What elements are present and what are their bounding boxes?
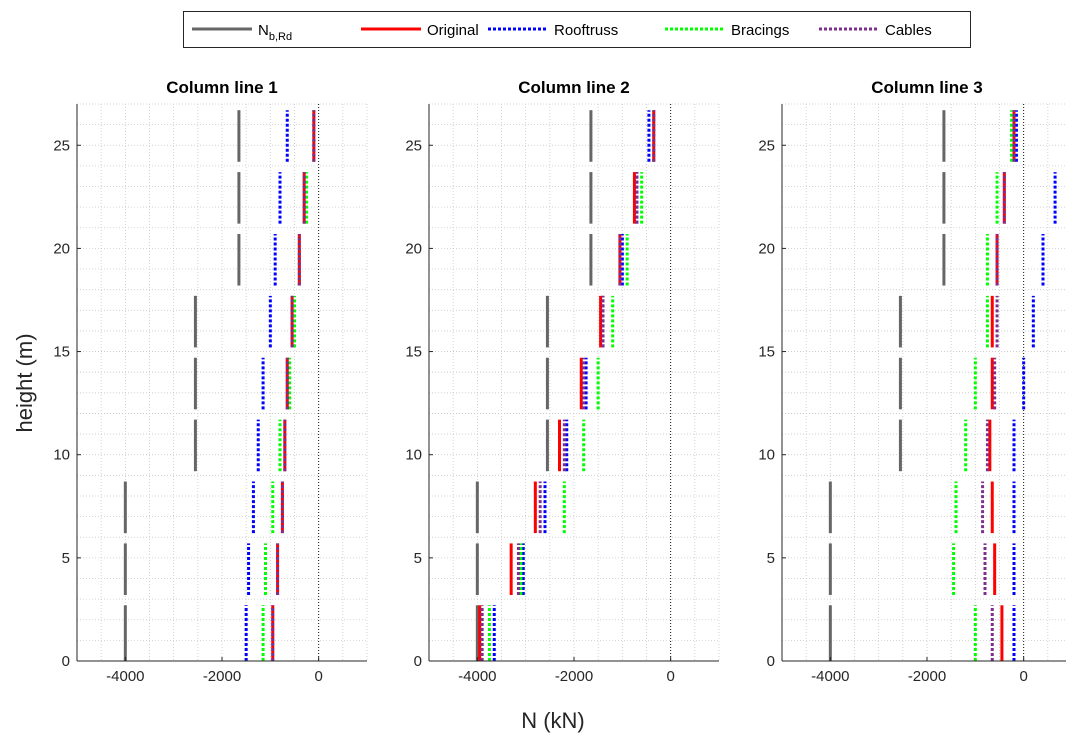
series-nbrd — [123, 110, 241, 661]
y-tick-label: 10 — [53, 447, 70, 464]
x-tick-label: 0 — [314, 668, 322, 685]
x-tick-label: -4000 — [458, 668, 496, 685]
y-tick-label: 25 — [53, 137, 70, 154]
y-axis-label: height (m) — [12, 333, 37, 432]
panel-title: Column line 1 — [166, 78, 277, 97]
y-tick-label: 0 — [767, 653, 775, 670]
x-tick-label: 0 — [1019, 668, 1027, 685]
legend-label-cables: Cables — [885, 22, 932, 39]
series-rooftruss — [1012, 110, 1057, 661]
y-tick-label: 20 — [405, 240, 422, 257]
series-cables — [480, 110, 656, 661]
plot-area — [429, 104, 719, 661]
legend-label-rooftruss: Rooftruss — [554, 22, 618, 39]
series-nbrd — [828, 110, 946, 661]
y-tick-label: 5 — [414, 550, 422, 567]
x-tick-label: -2000 — [908, 668, 946, 685]
x-tick-label: -2000 — [555, 668, 593, 685]
y-tick-label: 5 — [767, 550, 775, 567]
y-tick-label: 25 — [758, 137, 775, 154]
legend-label-original: Original — [427, 22, 479, 39]
series-cables — [271, 110, 316, 661]
y-tick-label: 20 — [53, 240, 70, 257]
plot-area — [77, 104, 367, 661]
series-cables — [981, 110, 1016, 661]
series-bracings — [487, 110, 656, 661]
y-tick-label: 10 — [758, 447, 775, 464]
series-rooftruss — [244, 110, 289, 661]
y-tick-label: 20 — [758, 240, 775, 257]
series-bracings — [952, 110, 1014, 661]
x-tick-label: 0 — [666, 668, 674, 685]
y-tick-label: 15 — [405, 344, 422, 361]
panel-3: -4000 -2000 0 0 5 10 15 20 25 Column line 3 — [758, 78, 1066, 685]
y-tick-label: 10 — [405, 447, 422, 464]
y-tick-label: 15 — [53, 344, 70, 361]
panel-1: -4000 -2000 0 0 5 10 15 20 25 Column line 1 — [53, 78, 368, 685]
panel-title: Column line 3 — [871, 78, 982, 97]
series-nbrd — [475, 110, 593, 661]
y-tick-label: 5 — [62, 550, 70, 567]
y-tick-label: 0 — [414, 653, 422, 670]
legend: Nb,Rd Original Rooftruss Bracings Cables — [183, 11, 971, 48]
legend-label-bracings: Bracings — [731, 22, 789, 39]
x-axis-label: N (kN) — [521, 708, 585, 733]
panel-2: -4000 -2000 0 0 5 10 15 20 25 Column line 2 — [405, 78, 720, 685]
x-tick-label: -2000 — [203, 668, 241, 685]
y-tick-label: 15 — [758, 344, 775, 361]
x-tick-label: -4000 — [811, 668, 849, 685]
y-tick-label: 25 — [405, 137, 422, 154]
panel-title: Column line 2 — [518, 78, 629, 97]
grid — [428, 103, 720, 662]
y-tick-label: 0 — [62, 653, 70, 670]
x-tick-label: -4000 — [106, 668, 144, 685]
